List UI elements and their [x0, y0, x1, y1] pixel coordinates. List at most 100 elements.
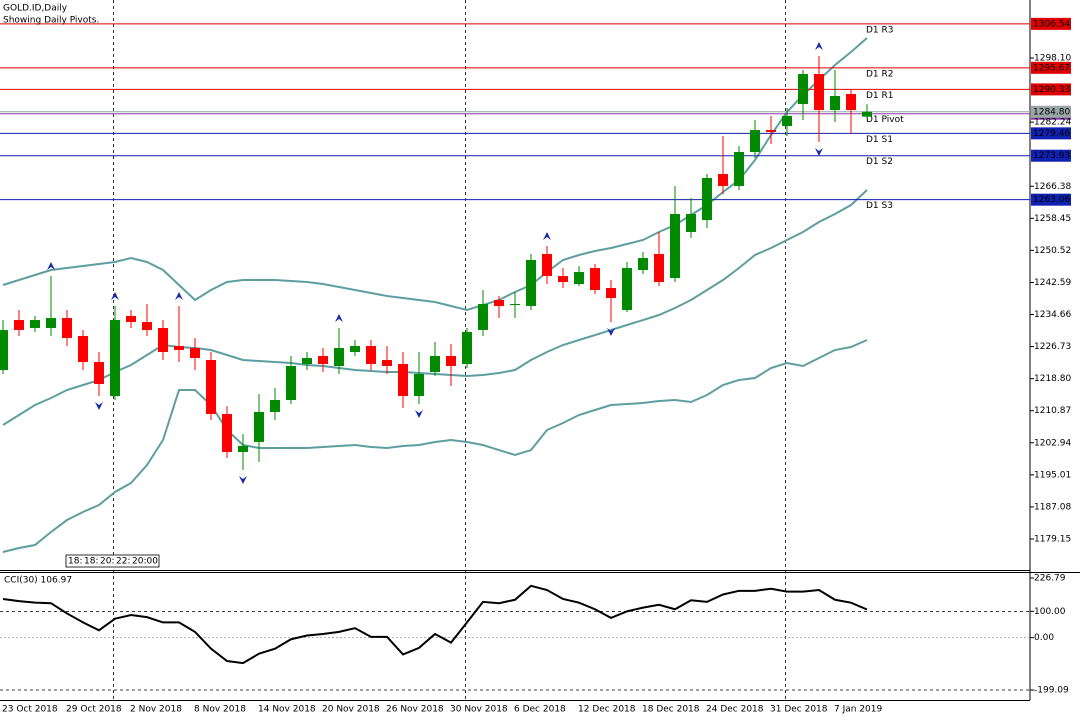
- cci-y-tick-label: 226.79: [1034, 573, 1066, 583]
- pivot-label: D1 S1: [866, 135, 893, 145]
- candle-body: [222, 413, 232, 453]
- candle-body: [174, 346, 184, 350]
- session-labels: 18: 18: 20: 22: 20:00: [68, 557, 158, 567]
- x-tick-label: 20 Nov 2018: [322, 705, 380, 715]
- x-tick-label: 12 Dec 2018: [578, 705, 636, 715]
- y-tick-label: 1195.01: [1034, 470, 1071, 480]
- candle-body: [446, 356, 456, 366]
- session-label: 18:: [84, 557, 98, 567]
- y-tick-label: 1250.52: [1034, 246, 1071, 256]
- candle-body: [302, 357, 312, 365]
- candle-body: [62, 317, 72, 339]
- candle-body: [414, 374, 424, 396]
- y-tick-label: 1282.24: [1034, 118, 1071, 128]
- fractal-up: [335, 313, 343, 322]
- x-tick-label: 26 Nov 2018: [386, 705, 444, 715]
- candle-body: [782, 116, 792, 127]
- candle-body: [638, 258, 648, 270]
- candle-body: [430, 356, 440, 373]
- candle-body: [750, 130, 760, 153]
- candle-body: [30, 320, 40, 328]
- cci-label: CCI(30) 106.97: [4, 576, 72, 586]
- candle-body: [158, 327, 168, 353]
- candle-body: [526, 260, 536, 306]
- candle-body: [734, 152, 744, 187]
- x-tick-label: 7 Jan 2019: [834, 705, 882, 715]
- fractal-up: [47, 262, 55, 271]
- fractal-down: [95, 401, 103, 410]
- candle-body: [78, 335, 88, 362]
- x-tick-label: 2 Nov 2018: [130, 705, 182, 715]
- x-tick-label: 14 Nov 2018: [258, 705, 316, 715]
- candle-body: [318, 356, 328, 365]
- candle-body: [14, 320, 24, 331]
- pivot-price-label: 1290.33: [1033, 85, 1070, 95]
- y-tick-label: 1218.80: [1034, 374, 1071, 384]
- pivot-label: D1 R2: [866, 69, 894, 79]
- y-tick-label: 1202.94: [1034, 438, 1071, 448]
- candle-body: [654, 253, 664, 283]
- cci-y-tick-label: -199.09: [1034, 686, 1069, 696]
- price-box: [1031, 105, 1071, 118]
- candle-body: [494, 300, 504, 306]
- y-tick-label: 1242.59: [1034, 278, 1071, 288]
- candle-body: [798, 73, 808, 105]
- y-tick-label: 1187.08: [1034, 502, 1071, 512]
- pivot-label: D1 S2: [866, 157, 893, 167]
- candle-body: [542, 253, 552, 277]
- cci-y-tick-label: 0.00: [1034, 633, 1054, 643]
- candle-body: [478, 304, 488, 331]
- pivot-label: D1 S3: [866, 201, 893, 211]
- chart-subtitle: Showing Daily Pivots.: [3, 16, 99, 26]
- x-tick-label: 6 Dec 2018: [514, 705, 566, 715]
- y-tick-label: 1179.15: [1034, 534, 1071, 544]
- candle-body: [382, 360, 392, 366]
- x-tick-label: 31 Dec 2018: [770, 705, 828, 715]
- fractal-up: [543, 231, 551, 240]
- pivot-price-box: [1031, 149, 1071, 162]
- candle-body: [766, 130, 776, 132]
- x-tick-label: 24 Dec 2018: [706, 705, 764, 715]
- fractal-up: [111, 291, 119, 300]
- fractal-down: [239, 475, 247, 484]
- y-tick-label: 1298.10: [1034, 53, 1071, 63]
- candle-body: [94, 361, 104, 384]
- fractal-down: [607, 327, 615, 336]
- session-label: 22:: [116, 557, 130, 567]
- candle-body: [606, 287, 616, 299]
- candle-body: [334, 348, 344, 366]
- pivot-price-label: 1263.06: [1033, 195, 1070, 205]
- chart-title: GOLD.ID,Daily: [3, 4, 68, 14]
- pivot-price-label: 1295.67: [1033, 63, 1070, 73]
- candle-body: [574, 272, 584, 284]
- fractal-down: [815, 148, 823, 157]
- pivot-price-box: [1031, 17, 1071, 30]
- candle-body: [46, 317, 56, 328]
- candle-body: [590, 268, 600, 291]
- fractal-up: [175, 291, 183, 300]
- y-tick-label: 1258.45: [1034, 214, 1071, 224]
- x-tick-label: 23 Oct 2018: [2, 705, 58, 715]
- candle-body: [814, 73, 824, 110]
- candle-body: [270, 400, 280, 412]
- pivot-price-label: 1279.46: [1033, 129, 1070, 139]
- candles: [0, 42, 872, 484]
- candle-body: [702, 178, 712, 221]
- candle-body: [670, 213, 680, 279]
- candle-body: [286, 365, 296, 401]
- session-label: 20:00: [132, 557, 158, 567]
- y-tick-label: 1234.66: [1034, 310, 1071, 320]
- candle-body: [0, 330, 8, 371]
- candle-body: [830, 95, 840, 110]
- pivot-label: D1 R3: [866, 25, 894, 35]
- candle-body: [686, 213, 696, 232]
- candle-body: [622, 268, 632, 310]
- session-label: 18:: [68, 557, 82, 567]
- candle-body: [190, 348, 200, 358]
- candle-body: [718, 174, 728, 187]
- fractal-up: [815, 42, 823, 51]
- price-label: 1284.80: [1033, 107, 1070, 117]
- y-tick-label: 1226.73: [1034, 342, 1071, 352]
- pivot-price-label: 1306.54: [1033, 19, 1070, 29]
